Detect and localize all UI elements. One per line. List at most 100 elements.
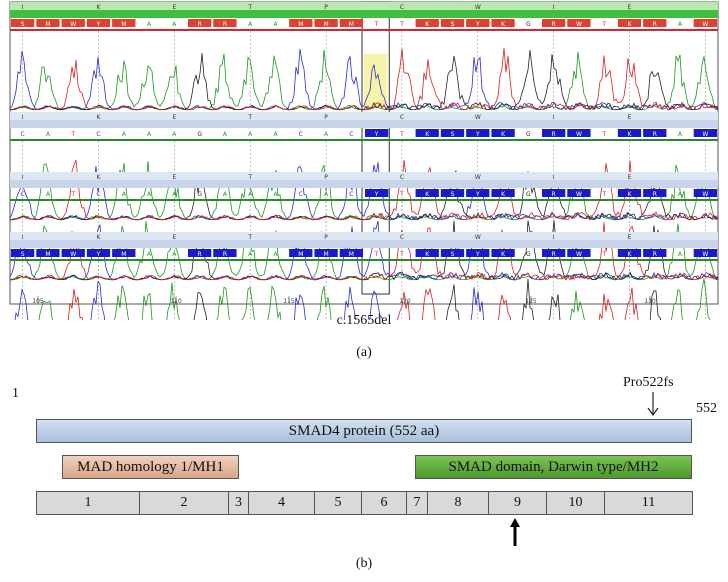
- base-call: C: [21, 191, 25, 198]
- base-call: W: [702, 191, 708, 198]
- exon-mutation-arrow-up: [510, 518, 520, 546]
- exon-1: 1: [36, 491, 140, 515]
- ruler-tick-label: 120: [399, 298, 411, 305]
- trace-line: [9, 222, 719, 281]
- base-call: A: [678, 21, 683, 28]
- base-call: Y: [96, 21, 101, 28]
- aa-letter: P: [324, 174, 328, 181]
- protein-bar: SMAD4 protein (552 aa): [36, 419, 692, 443]
- base-call: M: [45, 21, 50, 28]
- aa-letter: W: [475, 234, 481, 241]
- trace-band-2: I K E T P C W I E C A T C A A A G A A A C A C Y T K S Y K G R W T K R A W: [9, 112, 719, 221]
- aa-letter: T: [247, 174, 252, 181]
- base-call: A: [46, 131, 51, 138]
- base-call: G: [526, 131, 531, 138]
- base-call: A: [223, 131, 228, 138]
- aa-letter: T: [247, 4, 252, 11]
- aa-letter: E: [172, 174, 176, 181]
- aa-letter: K: [97, 4, 102, 11]
- base-call: T: [70, 131, 75, 138]
- aa-letter: E: [628, 114, 632, 121]
- base-call: A: [678, 191, 683, 198]
- exon-9: 9: [488, 491, 547, 515]
- aa-letter: W: [475, 114, 481, 121]
- base-call: M: [121, 251, 126, 258]
- base-call: Y: [374, 131, 379, 138]
- base-call: M: [298, 21, 303, 28]
- base-call: R: [223, 21, 227, 28]
- base-call: K: [501, 21, 506, 28]
- base-call: Y: [475, 21, 480, 28]
- ruler-tick-label: 125: [525, 298, 537, 305]
- base-call: C: [349, 131, 353, 138]
- trace-band-3: I K E T P C W I E C A T C A A A G A A A C A C Y T K S Y K G R W T K R A W: [9, 172, 719, 281]
- aa-letter: K: [97, 114, 102, 121]
- base-call: C: [299, 191, 303, 198]
- base-call: Y: [475, 251, 480, 258]
- exon-2: 2: [139, 491, 229, 515]
- exon-3: 3: [228, 491, 249, 515]
- protein-start-label: 1: [12, 386, 19, 401]
- base-call: W: [576, 191, 582, 198]
- base-call: R: [653, 191, 657, 198]
- chromatogram-panel: I K E T P C W I E S M W Y M A A R R A A M M M T T K S Y K G R W T K R A W I K E…: [9, 1, 719, 320]
- aa-letter: C: [400, 4, 404, 11]
- exon-8: 8: [427, 491, 489, 515]
- trace-line: [9, 47, 719, 111]
- aa-letter: I: [22, 234, 24, 241]
- base-call: W: [70, 251, 76, 258]
- base-call: M: [323, 21, 328, 28]
- base-call: M: [45, 251, 50, 258]
- aa-letter: I: [22, 114, 24, 121]
- exon-11: 11: [604, 491, 693, 515]
- base-call: K: [628, 131, 633, 138]
- base-call: G: [526, 251, 531, 258]
- base-call: R: [198, 251, 202, 258]
- base-call: A: [147, 191, 152, 198]
- base-call: W: [576, 251, 582, 258]
- base-call: W: [702, 251, 708, 258]
- base-call: K: [501, 191, 506, 198]
- base-call: C: [299, 131, 303, 138]
- base-call: K: [425, 131, 430, 138]
- base-call: S: [451, 191, 455, 198]
- base-call: K: [425, 251, 430, 258]
- base-call: R: [223, 251, 227, 258]
- exon-10: 10: [546, 491, 605, 515]
- base-call: Y: [475, 191, 480, 198]
- mutation-label: Pro522fs: [623, 375, 674, 390]
- base-call: K: [628, 251, 633, 258]
- aa-letter: W: [475, 174, 481, 181]
- base-call: G: [197, 131, 202, 138]
- base-call: G: [197, 191, 202, 198]
- base-call: W: [576, 21, 582, 28]
- base-call: C: [96, 191, 100, 198]
- base-call: A: [223, 191, 228, 198]
- aa-letter: E: [172, 234, 176, 241]
- base-call: A: [273, 191, 278, 198]
- base-call: A: [172, 251, 177, 258]
- protein-bar-label: SMAD4 protein (552 aa): [288, 422, 440, 439]
- base-call: A: [172, 191, 177, 198]
- ruler-tick-label: 115: [283, 298, 295, 305]
- ruler-tick-label: 105: [32, 298, 44, 305]
- aa-letter: C: [400, 234, 404, 241]
- base-call: S: [21, 21, 25, 28]
- base-call: Y: [475, 131, 480, 138]
- base-call: K: [425, 21, 430, 28]
- base-call: A: [147, 21, 152, 28]
- aa-letter: E: [172, 114, 176, 121]
- base-call: A: [46, 191, 51, 198]
- exon-5: 5: [314, 491, 362, 515]
- aa-letter: I: [553, 174, 555, 181]
- aa-letter: E: [172, 4, 176, 11]
- trace-band-4: I K E T P C W I E S M W Y M A A R R A A M M M T T K S Y K G R W T K R A W: [10, 232, 718, 320]
- base-call: R: [198, 21, 202, 28]
- base-call: R: [552, 131, 556, 138]
- ruler-tick-label: 130: [644, 298, 656, 305]
- base-call: A: [678, 251, 683, 258]
- aa-letter: P: [324, 114, 328, 121]
- base-call: G: [526, 191, 531, 198]
- base-call: R: [552, 191, 556, 198]
- base-call: S: [451, 251, 455, 258]
